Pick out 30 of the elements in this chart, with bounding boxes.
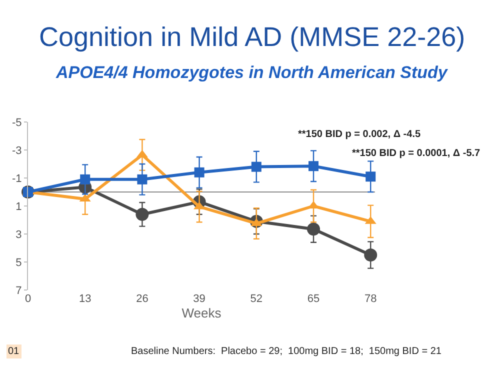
x-tick-label: 52 [250, 293, 263, 305]
point [80, 174, 90, 184]
point [251, 162, 262, 172]
text: 01 [8, 346, 20, 357]
x-tick-label: 78 [364, 293, 377, 305]
y-tick-label: 1 [16, 200, 22, 213]
point [136, 208, 149, 221]
x-tick-label: 65 [307, 293, 320, 305]
y-tick-label: -1 [12, 172, 22, 185]
chart-subtitle: APOE4/4 Homozygotes in North American Study [55, 63, 449, 82]
annotation: **150 BID p = 0.0001, Δ -5.7 [352, 148, 481, 159]
x-tick-label: 26 [136, 293, 148, 305]
text: Baseline Numbers: Placebo = 29; 100mg BID = 18; 150mg BID = 21 [131, 346, 442, 357]
annotation: **150 BID p = 0.002, Δ -4.5 [298, 129, 421, 140]
point [194, 167, 204, 178]
point [308, 161, 319, 172]
y-tick-label: 7 [16, 284, 22, 297]
point [137, 174, 148, 184]
x-tick-label: 0 [24, 293, 32, 305]
point [364, 248, 378, 262]
x-axis-title: Weeks [182, 306, 222, 321]
point [366, 172, 376, 182]
chart-title: Cognition in Mild AD (MMSE 22-26) [39, 22, 466, 52]
y-tick-label: 5 [16, 256, 22, 269]
y-tick-label: -5 [12, 116, 22, 129]
point [307, 222, 320, 236]
x-tick-label: 13 [78, 293, 92, 305]
y-tick-label: -3 [12, 144, 22, 157]
x-tick-label: 39 [193, 293, 206, 305]
y-tick-label: 3 [16, 228, 22, 241]
